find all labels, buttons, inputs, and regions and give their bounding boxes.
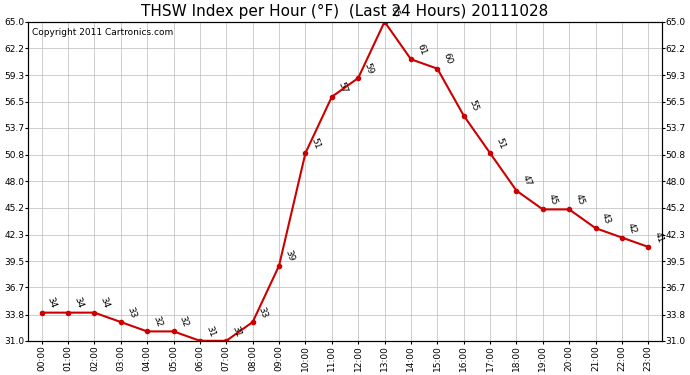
Title: THSW Index per Hour (°F)  (Last 24 Hours) 20111028: THSW Index per Hour (°F) (Last 24 Hours)… bbox=[141, 4, 549, 19]
Text: 65: 65 bbox=[388, 5, 401, 19]
Text: 51: 51 bbox=[494, 136, 506, 150]
Text: 33: 33 bbox=[125, 305, 137, 319]
Text: 45: 45 bbox=[573, 193, 586, 207]
Text: 32: 32 bbox=[178, 315, 190, 328]
Text: 43: 43 bbox=[600, 211, 612, 225]
Text: 57: 57 bbox=[336, 80, 348, 94]
Text: 39: 39 bbox=[283, 249, 295, 263]
Text: 47: 47 bbox=[521, 174, 533, 188]
Text: 34: 34 bbox=[99, 296, 111, 310]
Text: 59: 59 bbox=[362, 62, 375, 75]
Text: 33: 33 bbox=[257, 305, 269, 319]
Text: 34: 34 bbox=[72, 296, 85, 310]
Text: 51: 51 bbox=[310, 136, 322, 150]
Text: 41: 41 bbox=[653, 230, 665, 244]
Text: 31: 31 bbox=[230, 324, 243, 338]
Text: 31: 31 bbox=[204, 324, 217, 338]
Text: 45: 45 bbox=[547, 193, 560, 207]
Text: Copyright 2011 Cartronics.com: Copyright 2011 Cartronics.com bbox=[32, 28, 173, 37]
Text: 61: 61 bbox=[415, 43, 428, 57]
Text: 55: 55 bbox=[468, 99, 480, 113]
Text: 32: 32 bbox=[151, 315, 164, 328]
Text: 60: 60 bbox=[442, 52, 454, 66]
Text: 42: 42 bbox=[626, 221, 638, 235]
Text: 34: 34 bbox=[46, 296, 58, 310]
